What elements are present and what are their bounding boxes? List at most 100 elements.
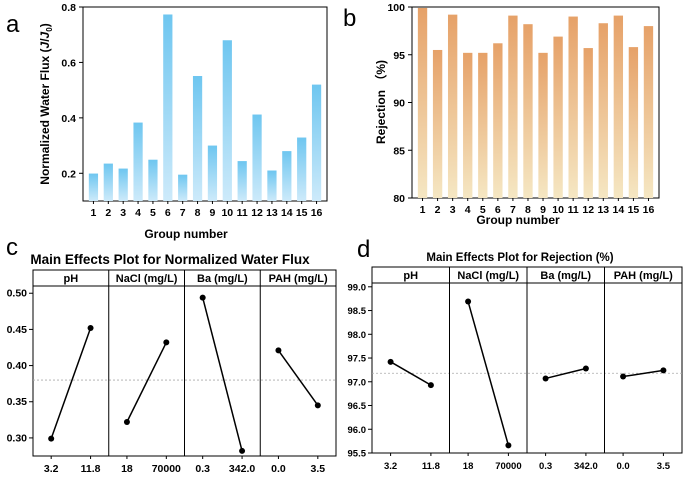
chart-c-xtick-label: 70000 [152, 463, 181, 475]
chart-d-effect-line [390, 361, 432, 386]
chart-a-bar-10 [222, 40, 232, 201]
chart-a: Group number Normalized Water Flux (J/J0… [38, 2, 328, 241]
chart-b-bar-4 [463, 52, 473, 199]
chart-b-ytick-label: 85 [393, 145, 405, 157]
chart-b-xtick-label: 4 [465, 204, 471, 216]
chart-d-xtick-label: 18 [463, 461, 474, 472]
chart-b-xtick-label: 5 [480, 204, 486, 216]
chart-c-effect-point [199, 294, 206, 301]
chart-c-effect-line [201, 297, 243, 452]
chart-b-xtick-label: 13 [597, 204, 609, 216]
chart-c-ytick-label: 0.45 [7, 324, 28, 336]
chart-a-bar-15 [297, 137, 307, 201]
chart-d-effect-point [505, 442, 512, 449]
chart-b-bar-2 [432, 49, 443, 198]
chart-a-bar-12 [252, 114, 262, 201]
chart-a-bar-16 [311, 84, 322, 201]
chart-b-ytick-label: 80 [393, 193, 405, 205]
chart-c-xtick-label: 3.5 [311, 463, 326, 475]
chart-c-ytick-label: 0.35 [7, 396, 28, 408]
chart-a-bar-2 [103, 163, 113, 201]
chart-b-ylabel: Rejection （%) [373, 60, 388, 144]
chart-a-xtick-label: 11 [237, 207, 248, 219]
chart-c-xtick-label: 0.3 [195, 463, 210, 475]
chart-a-ytick-label: 0.2 [61, 168, 76, 180]
chart-b-bar-7 [508, 15, 518, 198]
panel-letter-b: b [343, 5, 356, 32]
chart-c-effect-point [163, 339, 170, 346]
chart-b-bar-5 [478, 52, 488, 199]
chart-d-xtick-label: 3.2 [384, 461, 397, 472]
chart-a-xtick-label: 2 [105, 207, 111, 219]
chart-c-xtick-label: 3.2 [44, 463, 59, 475]
chart-a-xtick-label: 1 [91, 207, 97, 219]
chart-c-ytick-label: 0.50 [7, 288, 28, 300]
chart-c-xtick-label: 11.8 [81, 463, 101, 475]
chart-d-effect-line [545, 367, 587, 380]
chart-d-ytick-label: 98.0 [348, 330, 367, 341]
chart-c-effect-point [87, 324, 94, 331]
chart-a-ytick-label: 0.8 [61, 2, 76, 14]
chart-a-xtick-label: 8 [195, 207, 201, 219]
chart-b-ytick-label: 95 [393, 50, 405, 62]
chart-c-ytick-label: 0.40 [7, 360, 28, 372]
chart-c-factor-header: pH [64, 273, 79, 285]
chart-b-xtick-label: 1 [420, 204, 426, 216]
chart-a-bar-4 [133, 122, 143, 201]
chart-b-xtick-label: 16 [643, 204, 655, 216]
chart-a-xtick-label: 9 [210, 207, 216, 219]
chart-b-xtick-label: 6 [495, 204, 501, 216]
chart-c-effect-point [239, 447, 246, 454]
chart-a-xtick-label: 16 [311, 207, 323, 219]
chart-d-factor-header: NaCl (mg/L) [457, 270, 519, 282]
panel-letter-d: d [357, 236, 370, 263]
chart-d-xtick-label: 0.0 [616, 461, 629, 472]
chart-b: Group number Rejection （%) 1 2 3 4 5 6 7 8 9 10 11… [373, 2, 660, 227]
panel-letter-a: a [6, 11, 20, 38]
chart-c-factor-header: NaCl (mg/L) [116, 273, 178, 285]
chart-c-xtick-label: 18 [121, 463, 133, 475]
chart-c: Main Effects Plot for Normalized Water F… [7, 252, 337, 475]
chart-c-ytick-label: 0.30 [7, 432, 28, 444]
chart-b-xtick-label: 11 [568, 204, 579, 216]
chart-a-xtick-label: 6 [165, 207, 171, 219]
chart-a-bar-5 [148, 159, 158, 201]
chart-a-ytick-label: 0.6 [61, 57, 76, 69]
chart-c-effect-point [48, 435, 55, 442]
chart-d-ytick-label: 96.0 [348, 425, 367, 436]
panel-letter-c: c [6, 234, 18, 261]
chart-a-xtick-label: 14 [281, 207, 293, 219]
chart-a-bar-8 [192, 76, 203, 201]
chart-d-effect-point [542, 375, 549, 382]
chart-d-xtick-label: 0.3 [539, 461, 552, 472]
chart-c-effect-line [126, 342, 167, 423]
chart-d: Main Effects Plot for Rejection (%) 95.5… [348, 252, 683, 472]
chart-a-ylabel: Normalized Water Flux (J/J0) [38, 23, 54, 184]
chart-d-effect-point [620, 373, 627, 380]
chart-d-xtick-label: 70000 [495, 461, 521, 472]
chart-a-xtick-label: 13 [266, 207, 278, 219]
chart-a-bar-3 [118, 168, 128, 201]
chart-a-xtick-label: 5 [150, 207, 156, 219]
chart-b-xtick-label: 15 [628, 204, 640, 216]
chart-a-bar-1 [88, 173, 99, 201]
chart-a-bar-13 [267, 170, 277, 201]
chart-c-effect-line [277, 349, 319, 406]
chart-b-ytick-label: 100 [387, 2, 405, 14]
chart-c-effect-point [314, 402, 321, 409]
chart-a-bar-6 [163, 14, 173, 202]
chart-b-xtick-label: 8 [525, 204, 531, 216]
chart-c-title: Main Effects Plot for Normalized Water F… [30, 252, 310, 267]
chart-a-bar-14 [282, 151, 292, 201]
chart-d-title: Main Effects Plot for Rejection (%) [426, 252, 613, 264]
chart-b-xtick-label: 7 [510, 204, 516, 216]
chart-b-bar-1 [417, 7, 428, 198]
chart-c-effect-line [50, 327, 92, 439]
chart-d-factor-header: pH [403, 270, 418, 282]
chart-b-bar-15 [628, 47, 639, 198]
chart-b-bar-8 [523, 24, 533, 198]
chart-a-xtick-label: 7 [180, 207, 186, 219]
chart-d-ytick-label: 97.0 [348, 377, 367, 388]
chart-c-factor-header: Ba (mg/L) [197, 273, 248, 285]
chart-b-xlabel: Group number [476, 213, 560, 227]
